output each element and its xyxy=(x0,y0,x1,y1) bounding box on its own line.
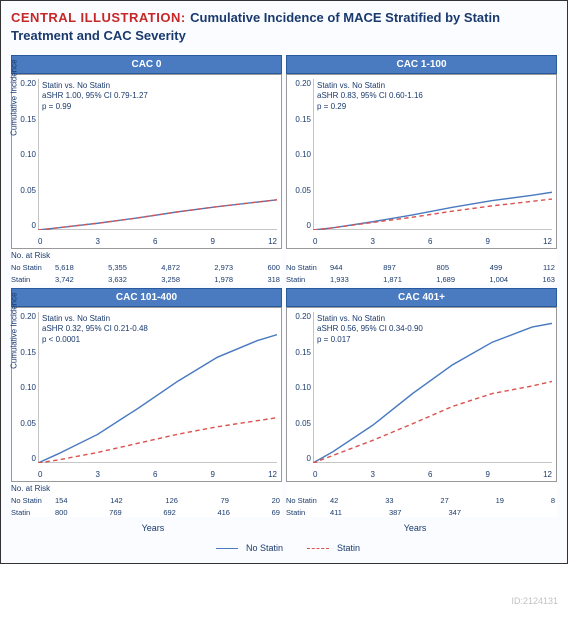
y-ticks: 0.200.150.100.050 xyxy=(289,312,311,463)
y-ticks: 0.200.150.100.050 xyxy=(289,79,311,230)
panel-3: CAC 401+Statin vs. No StatinaSHR 0.56, 9… xyxy=(286,288,557,517)
plot-area xyxy=(313,312,552,463)
plot-area xyxy=(38,79,277,230)
risk-row-no_statin: No Statin944897805499112 xyxy=(286,263,557,272)
y-ticks: 0.200.150.100.050 xyxy=(14,79,36,230)
x-ticks: 036912 xyxy=(38,470,277,479)
panel-header: CAC 101-400 xyxy=(11,288,282,307)
panel-header: CAC 0 xyxy=(11,55,282,74)
panel-header: CAC 401+ xyxy=(286,288,557,307)
line-no-statin xyxy=(38,200,277,230)
x-ticks: 036912 xyxy=(313,470,552,479)
risk-row-statin: Statin3,7423,6323,2581,978318 xyxy=(11,275,282,284)
figure-container: CENTRAL ILLUSTRATION: Cumulative Inciden… xyxy=(0,0,568,564)
line-no-statin xyxy=(313,323,552,463)
panel-0: CAC 0Cumulative IncidenceStatin vs. No S… xyxy=(11,55,282,284)
plot-area xyxy=(38,312,277,463)
risk-row-no_statin: No Statin1541421267920 xyxy=(11,496,282,505)
legend: No StatinStatin xyxy=(11,543,557,553)
panel-grid: CAC 0Cumulative IncidenceStatin vs. No S… xyxy=(11,55,557,553)
chart-box: Cumulative IncidenceStatin vs. No Statin… xyxy=(11,307,282,482)
risk-row-statin: Statin1,9331,8711,6891,004163 xyxy=(286,275,557,284)
panel-1: CAC 1-100Statin vs. No StatinaSHR 0.83, … xyxy=(286,55,557,284)
plot-area xyxy=(313,79,552,230)
risk-row-statin: Statin80076969241669 xyxy=(11,508,282,517)
line-no-statin xyxy=(38,335,277,463)
panel-header: CAC 1-100 xyxy=(286,55,557,74)
no-at-risk-label: No. at Risk xyxy=(11,484,282,493)
line-no-statin xyxy=(313,192,552,230)
x-ticks: 036912 xyxy=(313,237,552,246)
title-prefix: CENTRAL ILLUSTRATION: xyxy=(11,10,186,25)
watermark: ID:2124131 xyxy=(511,596,558,606)
no-at-risk-label: No. at Risk xyxy=(11,251,282,260)
panel-2: CAC 101-400Cumulative IncidenceStatin vs… xyxy=(11,288,282,517)
chart-box: Statin vs. No StatinaSHR 0.83, 95% CI 0.… xyxy=(286,74,557,249)
figure-title: CENTRAL ILLUSTRATION: Cumulative Inciden… xyxy=(11,9,557,45)
x-ticks: 036912 xyxy=(38,237,277,246)
risk-row-statin: Statin411387347 xyxy=(286,508,557,517)
chart-box: Statin vs. No StatinaSHR 0.56, 95% CI 0.… xyxy=(286,307,557,482)
x-axis-label: YearsYears xyxy=(11,523,557,533)
line-statin xyxy=(313,381,552,463)
chart-box: Cumulative IncidenceStatin vs. No Statin… xyxy=(11,74,282,249)
line-statin xyxy=(38,418,277,463)
y-ticks: 0.200.150.100.050 xyxy=(14,312,36,463)
risk-row-no_statin: No Statin5,6185,3554,8722,973600 xyxy=(11,263,282,272)
risk-row-no_statin: No Statin423327198 xyxy=(286,496,557,505)
